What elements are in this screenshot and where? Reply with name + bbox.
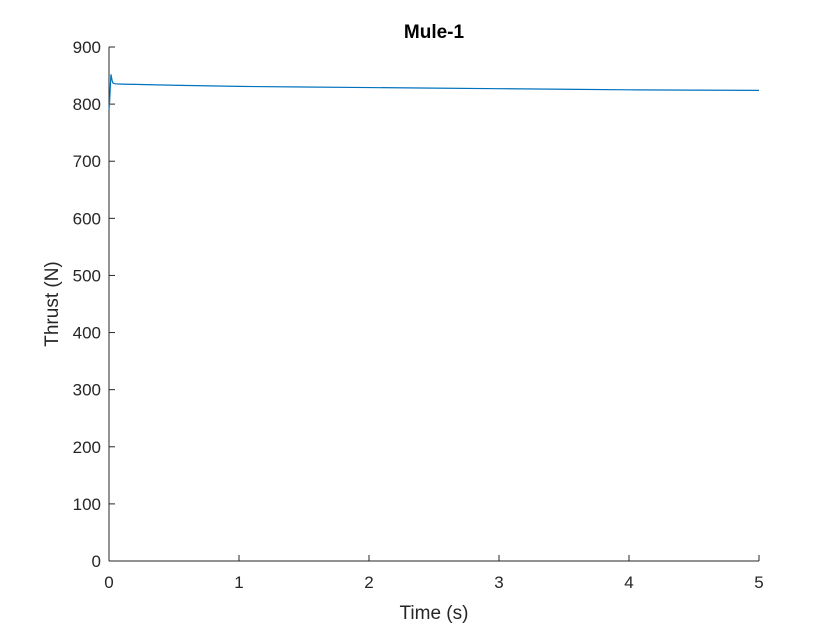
y-tick-label: 700 — [73, 152, 101, 171]
y-axis-label: Thrust (N) — [42, 261, 63, 347]
y-tick-label: 100 — [73, 495, 101, 514]
y-tick-label: 300 — [73, 381, 101, 400]
x-tick-label: 5 — [754, 573, 763, 592]
chart-title: Mule-1 — [404, 22, 465, 43]
x-axis-label: Time (s) — [400, 603, 469, 624]
series-line — [108, 74, 760, 110]
y-tick-label: 500 — [73, 266, 101, 285]
x-tick-label: 2 — [364, 573, 373, 592]
y-tick-label: 400 — [73, 324, 101, 343]
y-tick-label: 800 — [73, 95, 101, 114]
x-tick-label: 4 — [624, 573, 633, 592]
x-tick-label: 1 — [234, 573, 243, 592]
y-tick-label: 900 — [73, 38, 101, 57]
x-tick-label: 3 — [494, 573, 503, 592]
x-tick-label: 0 — [104, 573, 113, 592]
y-tick-label: 200 — [73, 438, 101, 457]
y-tick-label: 0 — [92, 552, 101, 571]
y-tick-label: 600 — [73, 209, 101, 228]
plot-area: 0 1 2 3 4 5 0 100 200 300 400 500 600 700 800 900 — [73, 38, 764, 592]
